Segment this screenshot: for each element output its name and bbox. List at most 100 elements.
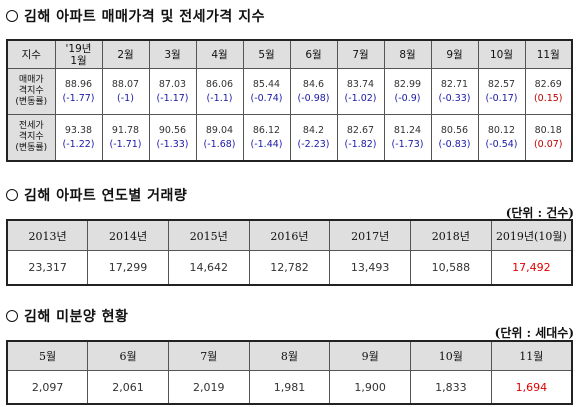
index-value: 93.38 — [64, 124, 93, 136]
transactions-table: 2013년 2014년 2015년 2016년 2017년 2018년 2019… — [6, 219, 573, 286]
price-index-table: 지수 '19년 1월 2월 3월 4월 5월 6월 7월 8월 9월 10월 1… — [6, 39, 573, 162]
unsold-header-row: 5월 6월 7월 8월 9월 10월 11월 — [6, 340, 573, 371]
index-value: 80.56 — [440, 124, 469, 136]
change-rate: (-0.98) — [297, 92, 330, 104]
index-cell: 82.67 (-1.82) — [336, 114, 385, 162]
header-cell: 8월 — [248, 340, 331, 371]
header-cell: 7월 — [167, 340, 250, 371]
circle-bullet-icon — [6, 189, 18, 201]
header-cell: 4월 — [195, 39, 244, 69]
index-cell: 84.6 (-0.98) — [289, 68, 338, 115]
value-cell: 10,588 — [410, 250, 492, 286]
value-cell: 13,493 — [329, 250, 412, 286]
index-value: 85.44 — [252, 78, 281, 90]
header-cell: 2018년 — [410, 219, 492, 251]
change-rate: (-1.02) — [344, 92, 377, 104]
change-rate: (-1.82) — [344, 138, 377, 150]
index-cell: 82.99 (-0.9) — [383, 68, 432, 115]
index-cell: 88.07 (-1) — [101, 68, 150, 115]
header-cell: 5월 — [242, 39, 291, 69]
index-cell: 86.06 (-1.1) — [195, 68, 244, 115]
header-cell: 8월 — [383, 39, 432, 69]
change-rate: (0.07) — [533, 138, 563, 150]
change-rate: (-1.73) — [391, 138, 424, 150]
value-cell: 14,642 — [167, 250, 250, 286]
unsold-table: 5월 6월 7월 8월 9월 10월 11월 2,097 2,061 2,019… — [6, 340, 573, 405]
sale-index-row: 매매가 격지수 (변동률) 88.96 (-1.77) 88.07 (-1) 87.03 (… — [6, 68, 573, 115]
change-rate: (-1.68) — [203, 138, 236, 150]
value-cell: 1,981 — [248, 370, 331, 405]
row-header-cell: 매매가 격지수 (변동률) — [6, 68, 56, 115]
change-rate: (-1.22) — [62, 138, 95, 150]
index-value: 83.74 — [346, 78, 375, 90]
header-cell: 2월 — [101, 39, 150, 69]
index-cell: 89.04 (-1.68) — [195, 114, 244, 162]
index-cell: 88.96 (-1.77) — [54, 68, 103, 115]
index-value: 86.06 — [205, 78, 234, 90]
index-value: 82.67 — [346, 124, 375, 136]
value-cell: 17,299 — [87, 250, 169, 286]
value-cell: 12,782 — [248, 250, 331, 286]
section-title-unsold: 김해 미분양 현황 — [6, 306, 128, 326]
index-value: 82.71 — [440, 78, 469, 90]
change-rate: (-0.54) — [485, 138, 518, 150]
price-index-header-row: 지수 '19년 1월 2월 3월 4월 5월 6월 7월 8월 9월 10월 1… — [6, 39, 573, 69]
value-cell-highlight: 1,694 — [490, 370, 573, 405]
value-cell: 1,833 — [410, 370, 492, 405]
header-cell: 2017년 — [329, 219, 412, 251]
section-title-transactions: 김해 아파트 연도별 거래량 — [6, 185, 187, 205]
index-cell: 83.74 (-1.02) — [336, 68, 385, 115]
index-value: 88.07 — [111, 78, 140, 90]
change-rate: (-2.23) — [297, 138, 330, 150]
index-value: 84.2 — [302, 124, 325, 136]
index-cell: 80.12 (-0.54) — [477, 114, 526, 162]
index-value: 80.18 — [534, 124, 562, 136]
header-cell: 지수 — [6, 39, 56, 69]
header-cell: 2013년 — [6, 219, 89, 251]
header-cell: 10월 — [477, 39, 526, 69]
index-cell: 81.24 (-1.73) — [383, 114, 432, 162]
value-cell: 2,019 — [167, 370, 250, 405]
header-cell: 2016년 — [248, 219, 331, 251]
index-cell: 93.38 (-1.22) — [54, 114, 103, 162]
change-rate: (-1.33) — [156, 138, 189, 150]
index-cell: 86.12 (-1.44) — [242, 114, 291, 162]
unit-label: (단위 : 세대수) — [494, 326, 574, 340]
index-value: 88.96 — [64, 78, 93, 90]
index-cell: 82.71 (-0.33) — [430, 68, 479, 115]
index-value: 91.78 — [111, 124, 140, 136]
transactions-header-row: 2013년 2014년 2015년 2016년 2017년 2018년 2019… — [6, 219, 573, 251]
header-cell: 6월 — [289, 39, 338, 69]
change-rate: (-1.44) — [250, 138, 283, 150]
unsold-value-row: 2,097 2,061 2,019 1,981 1,900 1,833 1,69… — [6, 370, 573, 405]
index-value: 87.03 — [158, 78, 187, 90]
value-cell: 2,097 — [6, 370, 89, 405]
section-title-price-index: 김해 아파트 매매가격 및 전세가격 지수 — [6, 6, 265, 26]
index-cell: 80.18 (0.07) — [524, 114, 573, 162]
change-rate: (-1.71) — [109, 138, 142, 150]
index-cell: 82.69 (0.15) — [524, 68, 573, 115]
header-cell: 11월 — [524, 39, 573, 69]
index-cell: 85.44 (-0.74) — [242, 68, 291, 115]
section-title-text: 김해 아파트 연도별 거래량 — [24, 188, 188, 204]
unit-label: (단위 : 건수) — [505, 206, 574, 220]
index-value: 90.56 — [158, 124, 187, 136]
index-cell: 90.56 (-1.33) — [148, 114, 197, 162]
change-rate: (-1.1) — [206, 92, 233, 104]
change-rate: (0.15) — [533, 92, 563, 104]
index-cell: 91.78 (-1.71) — [101, 114, 150, 162]
header-cell: 7월 — [336, 39, 385, 69]
index-value: 84.6 — [302, 78, 325, 90]
section-title-text: 김해 미분양 현황 — [24, 309, 129, 325]
header-cell: 2019년(10월) — [490, 219, 573, 251]
circle-bullet-icon — [6, 310, 18, 322]
transactions-value-row: 23,317 17,299 14,642 12,782 13,493 10,58… — [6, 250, 573, 286]
change-rate: (-0.83) — [438, 138, 471, 150]
index-value: 82.99 — [393, 78, 422, 90]
index-value: 81.24 — [393, 124, 422, 136]
header-cell: 9월 — [430, 39, 479, 69]
jeonse-index-row: 전세가 격지수 (변동률) 93.38 (-1.22) 91.78 (-1.71) 90.… — [6, 114, 573, 162]
header-cell: 3월 — [148, 39, 197, 69]
change-rate: (-0.74) — [250, 92, 283, 104]
section-title-text: 김해 아파트 매매가격 및 전세가격 지수 — [24, 9, 265, 25]
